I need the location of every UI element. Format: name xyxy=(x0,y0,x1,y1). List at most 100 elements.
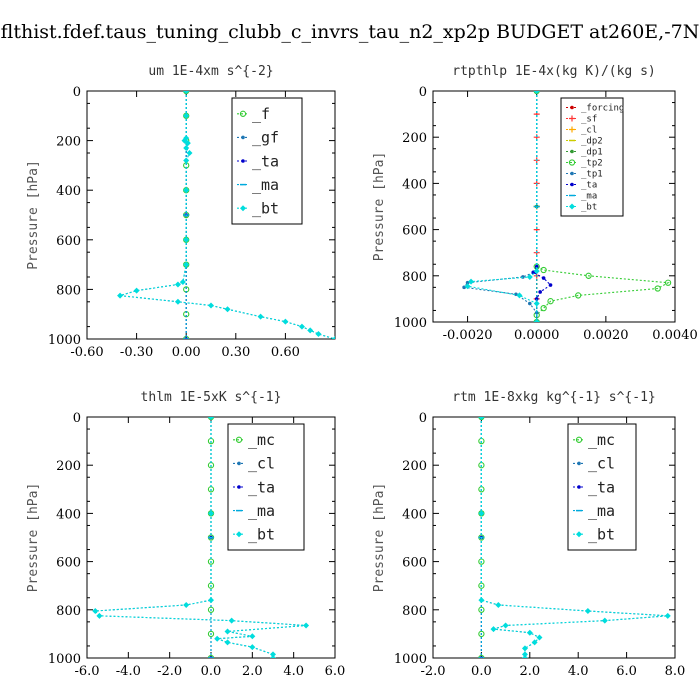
legend-ma-label: _ma xyxy=(248,502,275,520)
x-tick-label: 0.30 xyxy=(221,345,250,360)
x-tick-label: 0.60 xyxy=(271,345,300,360)
series-tp2-point xyxy=(654,285,661,292)
series-bt-point xyxy=(502,622,509,629)
series-bt-point xyxy=(533,300,540,307)
series-bt-point xyxy=(464,283,471,290)
series-bt-point xyxy=(174,298,181,305)
series-mc-point xyxy=(207,606,215,613)
legend-box xyxy=(560,97,624,217)
y-tick-label: 800 xyxy=(402,604,427,619)
series-gf-line xyxy=(119,91,335,339)
legend-bt-label: _bt xyxy=(252,199,279,217)
series-bt-point xyxy=(516,292,523,299)
series-bt-point xyxy=(303,622,310,629)
series-bt-point xyxy=(315,331,322,338)
series-mc-point xyxy=(478,582,485,589)
legend-dp2-label: _dp2 xyxy=(581,137,603,147)
series-bt-point xyxy=(224,306,231,313)
x-tick-label: -0.30 xyxy=(120,345,153,360)
panel-3: thlm 1E-5xK s^{-1} Pressure [hPa] 0 200 400 6… xyxy=(26,390,345,679)
legend-cl-marker xyxy=(569,126,575,133)
series-bt-point xyxy=(249,644,256,651)
legend-mc-marker xyxy=(235,436,243,443)
series-ta-point xyxy=(541,276,546,280)
series-bt-point xyxy=(521,645,528,652)
x-tick-label: -0.0020 xyxy=(443,328,493,343)
x-tick-label: 0.0040 xyxy=(652,328,698,343)
legend-mc-label: _mc xyxy=(588,431,615,449)
series-mc-point xyxy=(478,606,485,613)
series-bt-point xyxy=(183,112,190,119)
x-tick-label: 4.0 xyxy=(568,664,589,679)
series-bt-point xyxy=(117,292,124,299)
legend-tp2-label: _tp2 xyxy=(581,159,603,169)
series-bt-point xyxy=(526,273,533,280)
series-bt-point xyxy=(208,510,214,517)
series-bt-point xyxy=(92,608,99,615)
x-tick-label: 0.0000 xyxy=(514,328,560,343)
plot-frame xyxy=(432,90,676,323)
series-group xyxy=(117,91,335,339)
x-tick-label: -4.0 xyxy=(116,664,141,679)
legend: _mc _cl _ta _ma _bt xyxy=(227,423,305,551)
series-bt-point xyxy=(96,612,103,619)
legend-cl-marker xyxy=(237,461,241,466)
x-tick-label: 0.0020 xyxy=(583,328,629,343)
x-tick-label: 4.0 xyxy=(283,664,304,679)
series-bt-line xyxy=(119,91,335,339)
series-mc-point xyxy=(207,654,215,658)
legend-forcing-marker xyxy=(570,105,574,110)
legend-sf-marker xyxy=(569,115,575,122)
legend-tp1-marker xyxy=(570,171,574,176)
x-tick-label: -2.0 xyxy=(157,664,182,679)
series-bt-point xyxy=(533,268,540,275)
y-tick-label: 200 xyxy=(56,459,81,474)
legend-ta-label: _ta xyxy=(252,152,279,170)
series-bt-point xyxy=(531,639,538,646)
x-tick-label: 2.0 xyxy=(519,664,540,679)
legend-cl-marker xyxy=(577,461,581,466)
legend-ma-label: _ma xyxy=(581,192,597,202)
y-tick-label: 1000 xyxy=(48,333,81,348)
series-bt-point xyxy=(133,287,140,294)
legend-ta-marker xyxy=(570,182,574,187)
legend-dp1-label: _dp1 xyxy=(581,148,603,158)
series-group xyxy=(478,417,671,658)
x-tick-label: 8.0 xyxy=(665,664,686,679)
series-bt-point xyxy=(584,608,591,615)
y-tick-label: 0 xyxy=(73,85,81,100)
series-bt-point xyxy=(270,651,276,658)
y-tick-label: 600 xyxy=(56,234,81,249)
y-tick-label: 400 xyxy=(402,177,427,192)
y-axis-label: Pressure [hPa] xyxy=(26,483,41,593)
series-mc-point xyxy=(207,630,215,638)
y-tick-label: 1000 xyxy=(394,316,427,331)
legend-dp1-marker xyxy=(570,149,574,154)
legend-mc-label: _mc xyxy=(248,431,275,449)
legend-ta-label: _ta xyxy=(248,478,275,496)
series-ta-point xyxy=(548,283,553,287)
series-bt-point xyxy=(282,318,289,325)
series-bt-point xyxy=(526,629,533,636)
legend-f-label: _f xyxy=(252,105,270,123)
series-bt-point xyxy=(257,313,264,320)
legend-gf-label: _gf xyxy=(252,129,279,147)
series-bt-point xyxy=(536,634,543,641)
series-bt-point xyxy=(533,91,540,94)
x-tick-label: -2.0 xyxy=(420,664,445,679)
legend-tp1-label: _tp1 xyxy=(581,170,603,180)
series-bt-point xyxy=(601,617,608,624)
plot-frame xyxy=(86,90,336,340)
series-bt-point xyxy=(521,655,528,658)
panel-title: um 1E-4xm s^{-2} xyxy=(148,64,273,79)
y-tick-label: 1000 xyxy=(48,652,81,667)
legend-bt-marker xyxy=(240,205,246,212)
series-bt-point xyxy=(183,261,190,268)
legend-bt-marker xyxy=(576,531,582,538)
legend-mc-marker xyxy=(575,436,583,443)
y-tick-label: 400 xyxy=(56,184,81,199)
legend-cl-label: _cl xyxy=(248,455,275,473)
y-tick-label: 600 xyxy=(402,224,427,239)
y-tick-label: 800 xyxy=(56,283,81,298)
